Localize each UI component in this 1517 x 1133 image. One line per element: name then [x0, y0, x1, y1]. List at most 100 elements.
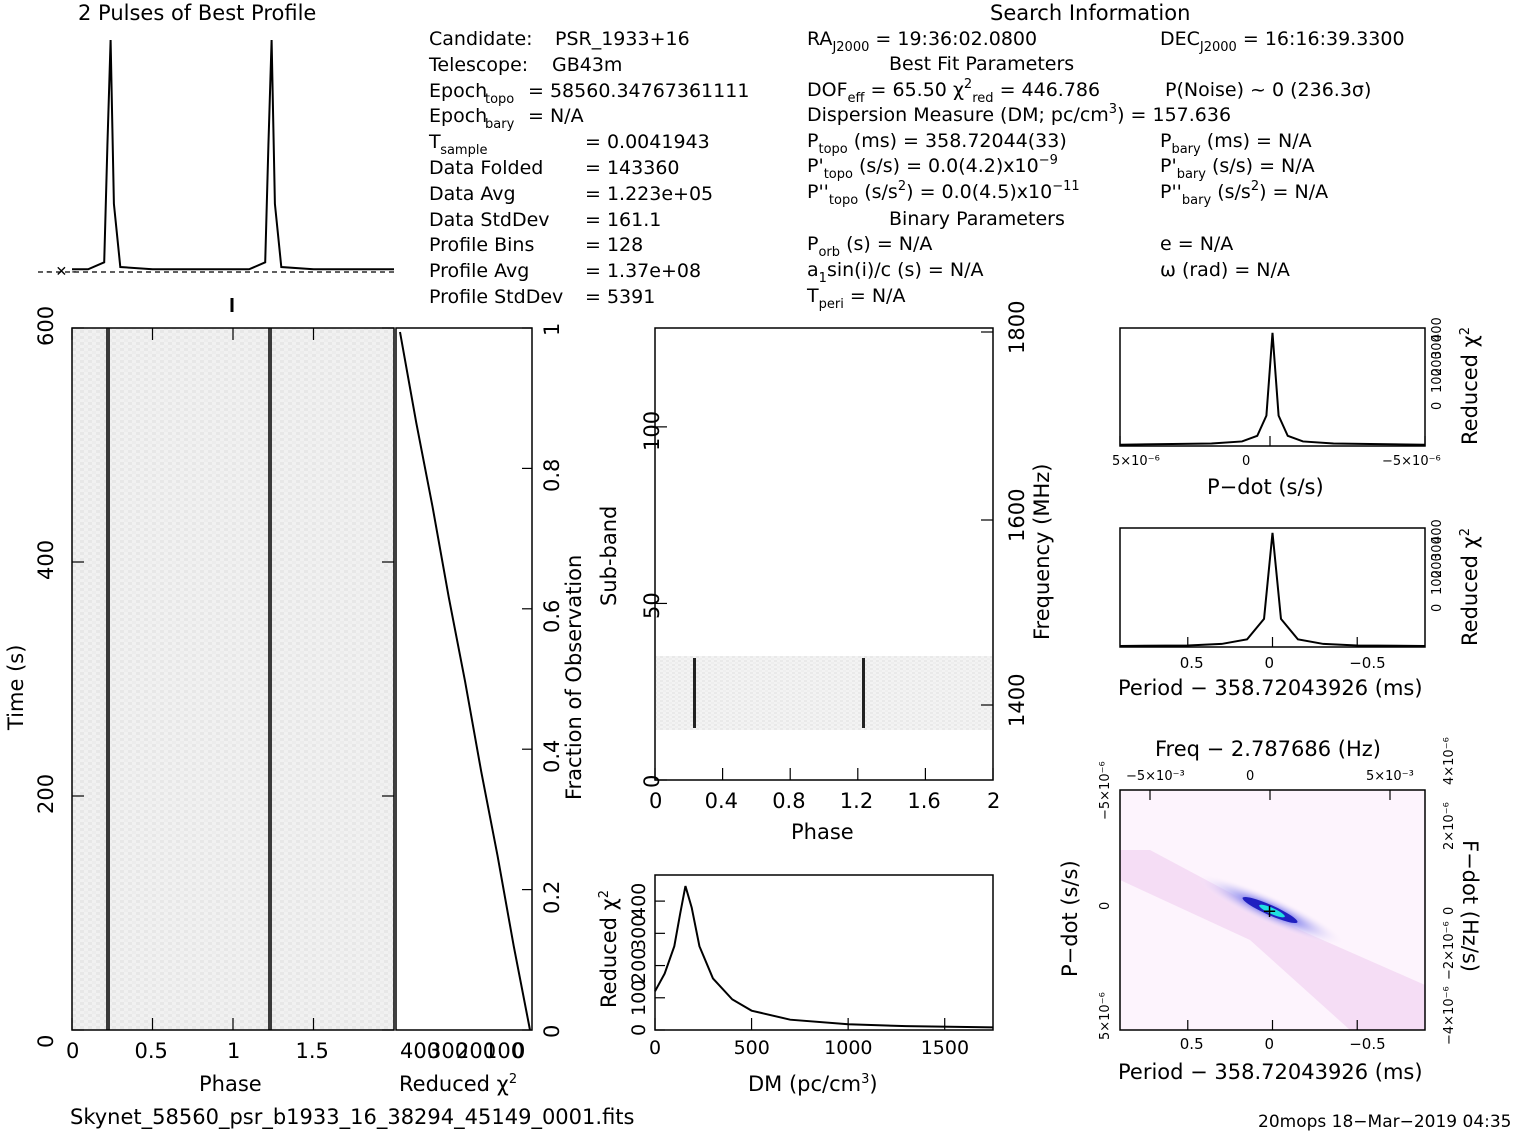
phase2-axis-label: Phase — [791, 820, 854, 844]
asini-value: a1sin(i)/c (s) = N/A — [807, 259, 984, 286]
time-phase-heatmap — [71, 327, 395, 1031]
profile-plot: - ✕ - — [38, 39, 396, 312]
phase2-tick-label: 2 — [987, 789, 1001, 813]
freq-top-tick-label: 0 — [1246, 769, 1255, 784]
fraction-tick-label: 0.4 — [540, 739, 564, 774]
freq-top-tick-label: −5×10⁻³ — [1126, 769, 1185, 784]
redchi-line — [399, 331, 531, 1031]
dm-tick-label: 500 — [733, 1037, 770, 1059]
dm-line — [654, 885, 994, 1029]
info-label: Epoch — [429, 105, 488, 128]
pulse-stripe-2 — [268, 328, 272, 1030]
pp-pdot-tick-label: 0 — [1098, 901, 1113, 910]
subband-pulse-2 — [862, 658, 865, 728]
period-tick-label: −0.5 — [1349, 654, 1386, 672]
pnoise-value: P(Noise) ~ 0 (236.3σ) — [1165, 79, 1372, 101]
time-tick-label: 0 — [34, 1034, 58, 1048]
pp-fdot-tick-label: 4×10⁻⁶ — [1442, 737, 1457, 785]
period-redchi-axis-label: Reduced χ2 — [1458, 527, 1482, 646]
pp-fdot-tick-label: 2×10⁻⁶ — [1442, 802, 1457, 850]
info-label-subscript: bary — [485, 117, 515, 133]
info-value: = 143360 — [585, 157, 680, 179]
dof-value: DOFeff = 65.50 χ2red = 446.786 — [807, 77, 1101, 106]
subband-tick-label: 0 — [640, 774, 664, 788]
freq-top-axis-label: Freq − 2.787686 (Hz) — [1155, 737, 1381, 761]
time-tick-label: 400 — [34, 539, 58, 580]
pdot-redchi-axis-label: Reduced χ2 — [1458, 326, 1482, 445]
period-tick-label: 0.5 — [1179, 654, 1204, 672]
info-label-subscript: topo — [485, 91, 515, 107]
phase-tick-label: 0 — [66, 1039, 80, 1063]
info-value: = N/A — [528, 105, 584, 128]
dm-plot — [654, 874, 994, 1031]
binary-title: Binary Parameters — [889, 208, 1065, 230]
dm-tick-label: 1500 — [920, 1037, 970, 1059]
search-title: Search Information — [990, 1, 1191, 25]
pp-period-tick-label: 0.5 — [1179, 1035, 1204, 1053]
phase2-tick-label: 1.2 — [839, 789, 874, 813]
dm-tick-label: 0 — [649, 1037, 662, 1059]
redchi-tick-label: 300 — [428, 1039, 469, 1063]
time-tick-label: 600 — [34, 305, 58, 346]
period-plot — [1119, 527, 1426, 648]
ptopo-value: Ptopo (ms) = 358.72044(33) — [807, 130, 1067, 157]
pbary-value: Pbary (ms) = N/A — [1160, 130, 1312, 157]
info-value: = 1.223e+05 — [585, 182, 714, 205]
pp-period-tick-label: 0 — [1264, 1035, 1275, 1053]
pddbary-value: P''bary (s/s2) = N/A — [1160, 179, 1329, 208]
pdot-line — [1119, 332, 1426, 446]
info-value: GB43m — [552, 53, 623, 76]
period-line — [1119, 532, 1426, 647]
pdtopo-value: P'topo (s/s) = 0.0(4.2)x10−9 — [807, 153, 1058, 182]
pdot-redchi-tick-label: 400 — [1430, 317, 1445, 342]
phase2-tick-label: 0 — [649, 789, 663, 813]
info-label: Profile StdDev — [429, 286, 564, 308]
pdot-tick-label: 0 — [1242, 454, 1251, 469]
info-value: PSR_1933+16 — [555, 28, 690, 50]
dm-redchi-tick-label: 400 — [628, 882, 650, 920]
info-label: Candidate: — [429, 28, 533, 50]
info-label: Profile Avg — [429, 260, 530, 283]
redchi-tick-label: 200 — [456, 1039, 497, 1063]
period-redchi-tick-label: 400 — [1430, 519, 1445, 544]
info-value: = 128 — [585, 234, 644, 257]
best-fit-title: Best Fit Parameters — [889, 53, 1075, 75]
fdot-axis-label: F−dot (Hz/s) — [1458, 840, 1482, 972]
pulse-stripe-1 — [106, 328, 110, 1030]
frequency-tick-label: 1800 — [1005, 300, 1029, 354]
omega-value: ω (rad) = N/A — [1160, 259, 1290, 281]
info-label: Profile Bins — [429, 234, 535, 257]
info-label: Telescope: — [429, 53, 529, 76]
info-subscript: bary — [485, 105, 515, 133]
redchi-tick-label: 400 — [400, 1039, 441, 1063]
frequency-axis-label: Frequency (MHz) — [1030, 463, 1054, 640]
info-value: = 1.37e+08 — [585, 260, 702, 283]
profile-title: 2 Pulses of Best Profile — [78, 1, 317, 25]
subband-tick-label: 100 — [640, 410, 664, 451]
info-value: = 5391 — [585, 286, 656, 308]
info-label: Data StdDev — [429, 208, 550, 231]
fraction-tick-label: 0 — [540, 1024, 564, 1038]
freq-top-tick-label: 5×10⁻³ — [1366, 769, 1414, 784]
subband-tick-label: 50 — [640, 592, 664, 620]
redchi-fraction-plot — [395, 327, 533, 1031]
fraction-tick-label: 0.2 — [540, 880, 564, 914]
info-label-subscript: sample — [440, 143, 488, 159]
fraction-tick-label: 1 — [540, 322, 564, 336]
pp-pdot-tick-label: −5×10⁻⁶ — [1098, 761, 1113, 820]
subband-pulse-1 — [693, 658, 696, 728]
dm-redchi-tick-label: 100 — [628, 979, 650, 1016]
e-value: e = N/A — [1160, 233, 1234, 255]
phase-tick-label: 0.5 — [134, 1039, 168, 1063]
frequency-tick-label: 1400 — [1005, 673, 1029, 727]
info-value: = 161.1 — [585, 208, 662, 231]
pp-period-axis-label: Period − 358.72043926 (ms) — [1118, 1060, 1423, 1084]
footer-stamp: 20mops 18−Mar−2019 04:35 — [1258, 1112, 1512, 1132]
info-label: Epoch — [429, 79, 488, 102]
pdbary-value: P'bary (s/s) = N/A — [1160, 155, 1315, 182]
info-label: T — [429, 131, 441, 154]
info-label: Data Folded — [429, 157, 544, 179]
subband-phase-plot — [654, 327, 994, 781]
time-tick-label: 200 — [34, 773, 58, 814]
dm-redchi-tick-label: 200 — [628, 947, 650, 984]
